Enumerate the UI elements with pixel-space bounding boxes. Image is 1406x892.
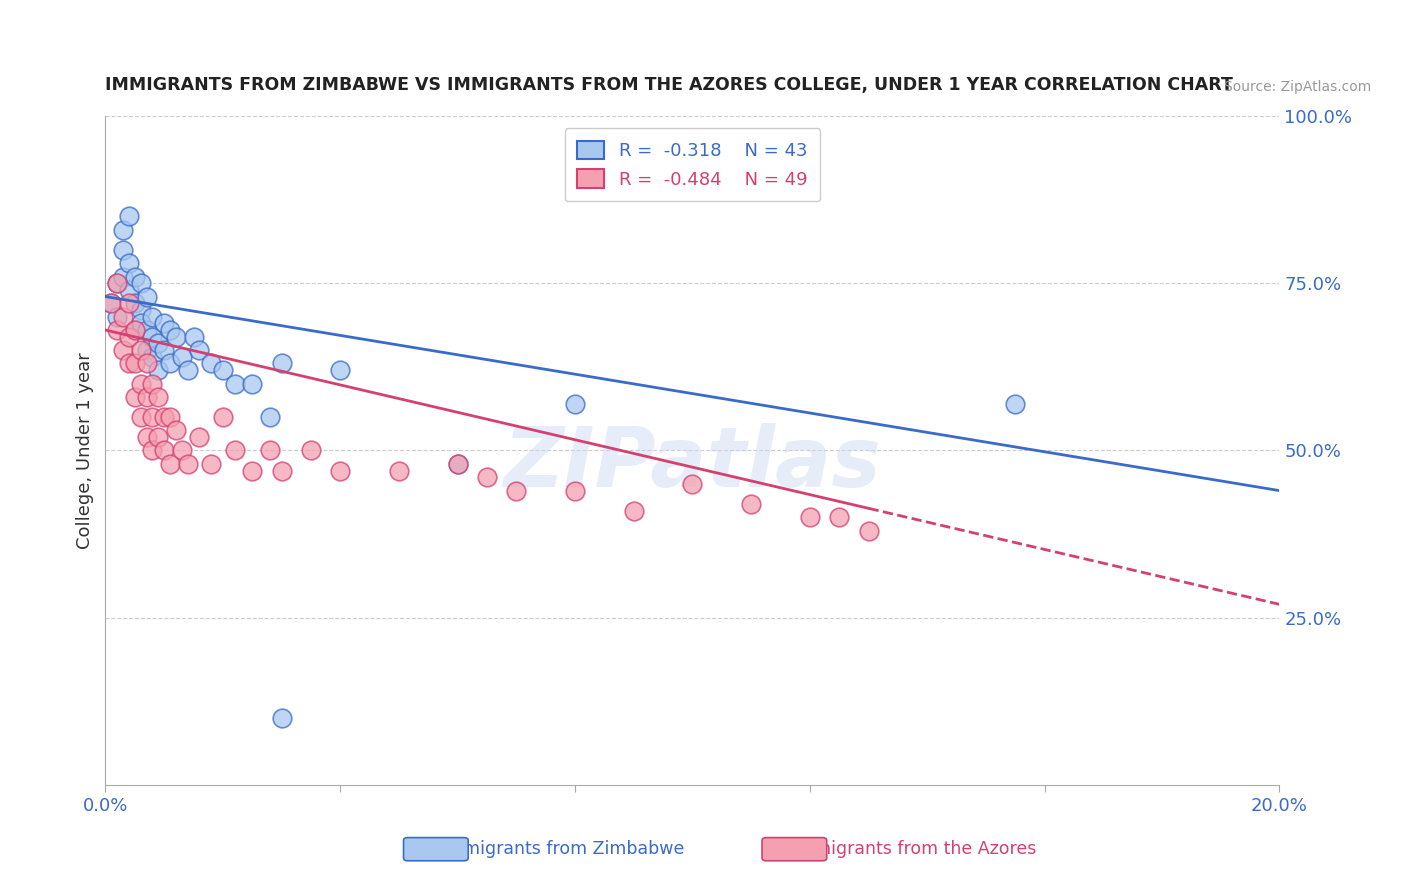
Point <box>148 363 170 377</box>
Point <box>858 524 880 538</box>
Point <box>141 310 163 324</box>
Point <box>329 464 352 478</box>
Point <box>165 424 187 438</box>
Point <box>165 330 187 344</box>
Text: Immigrants from Zimbabwe: Immigrants from Zimbabwe <box>440 840 685 858</box>
Point <box>141 350 163 364</box>
Point <box>148 430 170 444</box>
Point <box>124 390 146 404</box>
Point <box>740 497 762 511</box>
Point <box>446 457 468 471</box>
Point <box>564 483 586 498</box>
Point <box>153 443 176 458</box>
Point <box>176 457 198 471</box>
Text: Source: ZipAtlas.com: Source: ZipAtlas.com <box>1223 79 1371 94</box>
Point <box>183 330 205 344</box>
Point <box>259 410 281 425</box>
Point <box>623 503 645 517</box>
Point <box>112 223 135 237</box>
Point <box>105 277 128 291</box>
Point <box>148 336 170 351</box>
Point <box>100 296 122 310</box>
Y-axis label: College, Under 1 year: College, Under 1 year <box>76 352 94 549</box>
Point <box>135 390 157 404</box>
Point <box>105 323 128 337</box>
Point <box>118 330 141 344</box>
Point <box>475 470 498 484</box>
Point <box>682 476 704 491</box>
Point <box>270 356 292 371</box>
Point <box>224 376 246 391</box>
Point <box>240 376 263 391</box>
Point <box>129 303 152 318</box>
Point <box>188 430 211 444</box>
Point <box>564 396 586 410</box>
Text: IMMIGRANTS FROM ZIMBABWE VS IMMIGRANTS FROM THE AZORES COLLEGE, UNDER 1 YEAR COR: IMMIGRANTS FROM ZIMBABWE VS IMMIGRANTS F… <box>105 76 1233 94</box>
Point <box>112 269 135 284</box>
Point <box>259 443 281 458</box>
Point <box>135 343 157 358</box>
Point <box>112 310 135 324</box>
Point <box>270 711 292 725</box>
Point <box>176 363 198 377</box>
Point <box>135 356 157 371</box>
Point <box>141 376 163 391</box>
Point <box>299 443 322 458</box>
Point <box>100 296 122 310</box>
Point <box>159 323 181 337</box>
Point <box>446 457 468 471</box>
Point <box>799 510 821 524</box>
Point <box>118 256 141 270</box>
Point <box>112 343 135 358</box>
Point <box>141 410 163 425</box>
Point <box>105 277 128 291</box>
Point <box>240 464 263 478</box>
Legend: R =  -0.318    N = 43, R =  -0.484    N = 49: R = -0.318 N = 43, R = -0.484 N = 49 <box>565 128 820 202</box>
Point <box>141 330 163 344</box>
Point <box>129 343 152 358</box>
Point <box>118 356 141 371</box>
Point <box>129 376 152 391</box>
Point <box>118 210 141 224</box>
Point <box>129 317 152 331</box>
Point <box>270 464 292 478</box>
Point <box>124 269 146 284</box>
Point <box>148 390 170 404</box>
Point <box>188 343 211 358</box>
Point <box>224 443 246 458</box>
Point <box>170 443 193 458</box>
Point <box>329 363 352 377</box>
Point <box>211 363 233 377</box>
Point <box>170 350 193 364</box>
Point <box>200 356 222 371</box>
Text: Immigrants from the Azores: Immigrants from the Azores <box>792 840 1036 858</box>
Text: ZIPatlas: ZIPatlas <box>503 424 882 504</box>
Point <box>105 310 128 324</box>
Point <box>124 356 146 371</box>
Point <box>211 410 233 425</box>
Point <box>388 464 411 478</box>
Point <box>135 289 157 303</box>
Point <box>124 296 146 310</box>
Point <box>124 323 146 337</box>
Point <box>505 483 527 498</box>
Point <box>135 323 157 337</box>
Point <box>141 443 163 458</box>
Point <box>1004 396 1026 410</box>
Point <box>135 430 157 444</box>
Point <box>153 410 176 425</box>
Point <box>129 277 152 291</box>
Point <box>124 323 146 337</box>
Point <box>112 243 135 257</box>
Point <box>118 296 141 310</box>
Point <box>828 510 851 524</box>
Point <box>118 283 141 297</box>
Point <box>129 410 152 425</box>
Point <box>159 410 181 425</box>
Point <box>159 457 181 471</box>
Point <box>159 356 181 371</box>
Point <box>153 343 176 358</box>
Point <box>200 457 222 471</box>
Point <box>153 317 176 331</box>
